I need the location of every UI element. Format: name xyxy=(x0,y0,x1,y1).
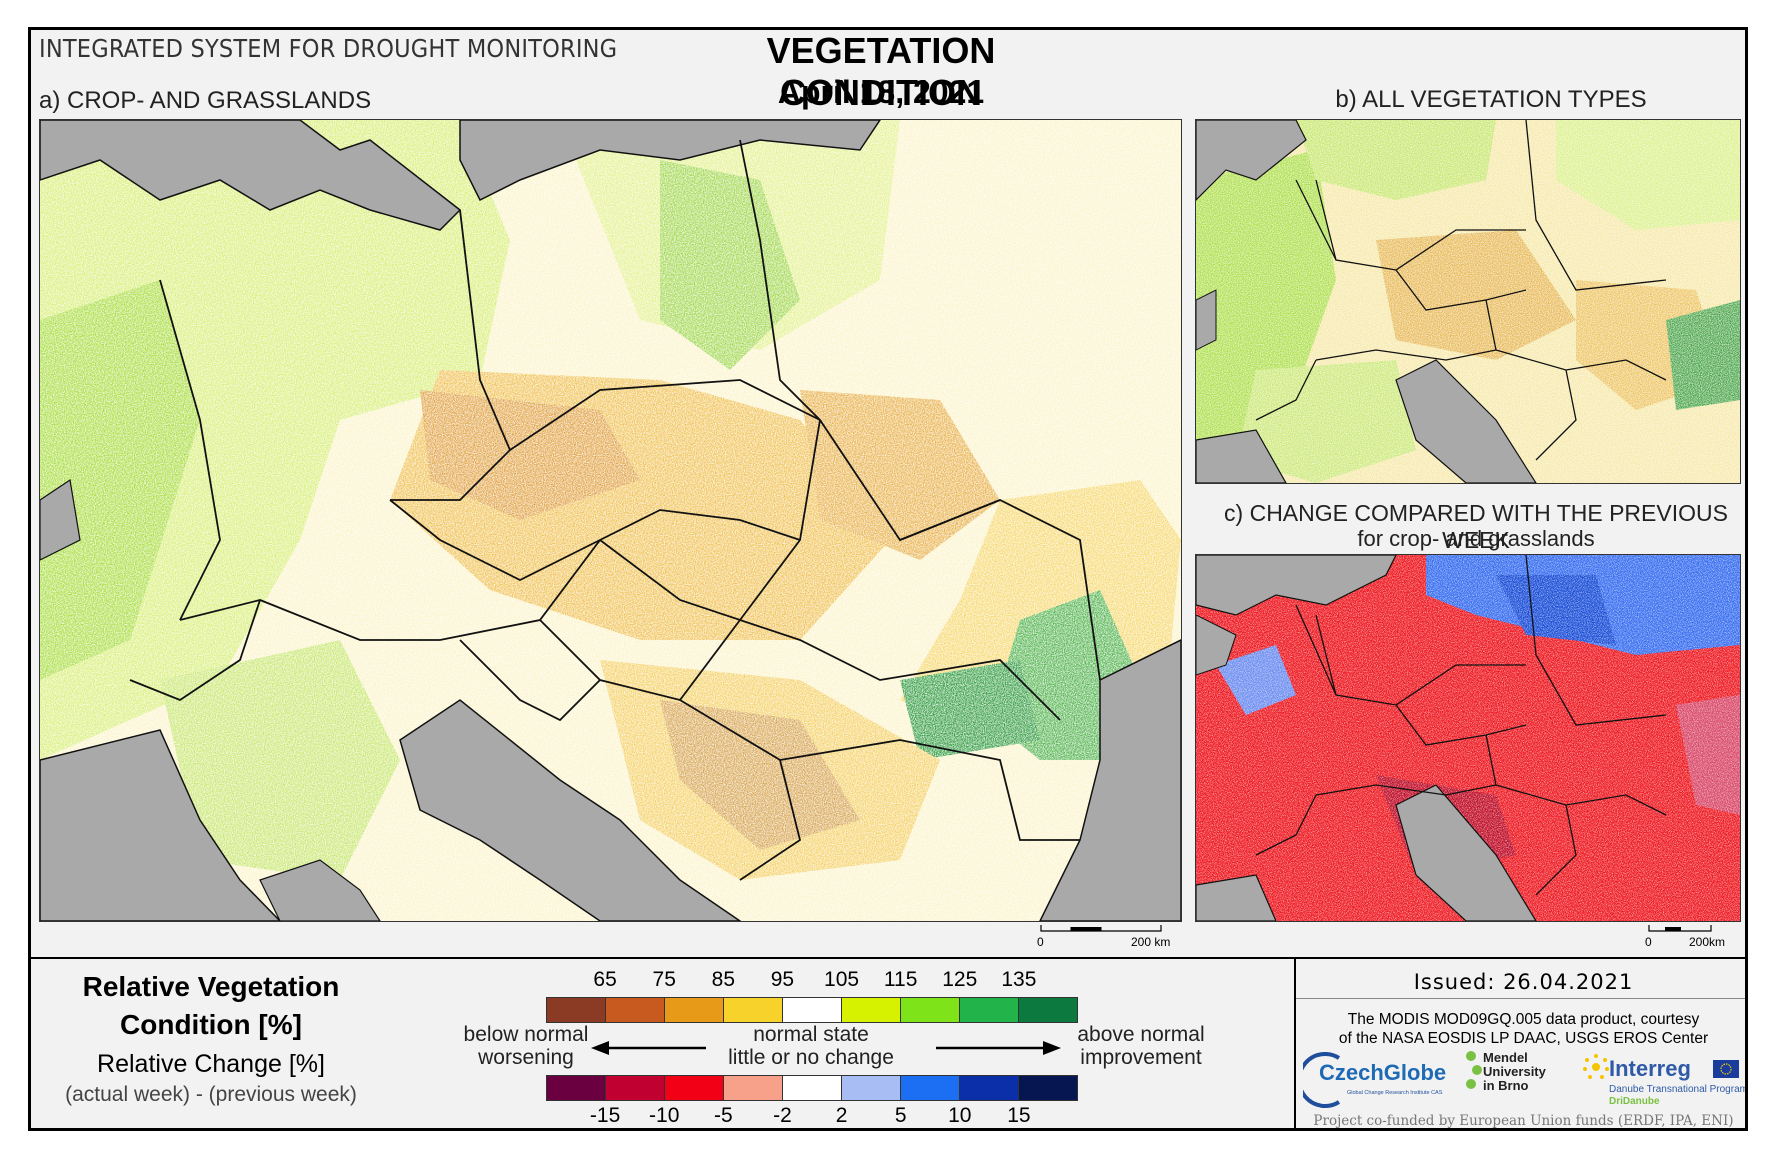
mendel-line-1: Mendel xyxy=(1483,1050,1528,1065)
dridanube-label: DriDanube xyxy=(1609,1096,1660,1107)
rvc-tick-label: 65 xyxy=(593,968,617,991)
interreg-subtitle: Danube Transnational Programme xyxy=(1609,1084,1748,1095)
partner-logos: CzechGlobe Global Change Research Instit… xyxy=(1303,1050,1745,1112)
scale-bar-b: 0 200km xyxy=(1641,923,1741,958)
legend-below-text: below normal worsening xyxy=(441,1023,611,1069)
legend-normal-text: normal state little or no change xyxy=(711,1023,911,1069)
legend-above-line2: improvement xyxy=(1080,1046,1202,1069)
legend-rvc-ticks: 65 75 85 95 105 115 125 135 xyxy=(546,968,1078,994)
issued-divider xyxy=(1296,998,1745,999)
rvc-tick-label: 75 xyxy=(652,968,676,991)
left-arrow-icon xyxy=(591,1041,706,1055)
legend-arrows xyxy=(591,1041,1061,1055)
rc-swatch xyxy=(724,1076,783,1100)
rvc-swatch xyxy=(724,998,783,1022)
panel-a-label: a) CROP- AND GRASSLANDS xyxy=(39,87,372,114)
legend-rvc-colorbar xyxy=(546,997,1078,1023)
rvc-tick-label: 135 xyxy=(1001,968,1037,991)
rc-swatch xyxy=(547,1076,606,1100)
legend-normal-line1: normal state xyxy=(753,1023,869,1046)
rvc-swatch xyxy=(606,998,665,1022)
page-date: April 18, 2021 xyxy=(777,74,985,110)
rc-tick-label: 5 xyxy=(894,1104,907,1127)
legend-below-line2: worsening xyxy=(478,1046,574,1069)
rc-tick-label: 10 xyxy=(948,1104,972,1127)
czechglobe-wordmark: CzechGlobe xyxy=(1319,1060,1447,1085)
rvc-swatch xyxy=(960,998,1019,1022)
czechglobe-logo: CzechGlobe Global Change Research Instit… xyxy=(1303,1050,1463,1110)
rvc-tick-label: 95 xyxy=(770,968,795,991)
scale-label-a: 200 km xyxy=(1131,935,1171,949)
mendel-wordmark: Mendel University in Brno xyxy=(1483,1051,1546,1093)
rc-tick-label: -2 xyxy=(773,1104,792,1127)
rc-tick-label: 15 xyxy=(1007,1104,1031,1127)
legend-rc-title: Relative Change [%] xyxy=(97,1050,325,1078)
rc-tick-label: 2 xyxy=(835,1104,848,1127)
rc-tick-label: -10 xyxy=(649,1104,680,1127)
panel-c-label: c) CHANGE COMPARED WITH THE PREVIOUS WEE… xyxy=(1224,500,1728,553)
rc-swatch xyxy=(842,1076,901,1100)
credit-line-2: of the NASA EOSDIS LP DAAC, USGS EROS Ce… xyxy=(1338,1030,1709,1047)
legend-above-line1: above normal xyxy=(1077,1023,1205,1046)
rc-tick-label: -15 xyxy=(589,1104,621,1127)
eu-flag-icon xyxy=(1713,1060,1739,1078)
map-crop-grasslands[interactable] xyxy=(39,119,1182,922)
rc-swatch xyxy=(665,1076,724,1100)
rvc-swatch xyxy=(665,998,724,1022)
legend-rc-colorbar xyxy=(546,1075,1078,1101)
legend-above-text: above normal improvement xyxy=(1051,1023,1231,1069)
interreg-sun-icon xyxy=(1583,1054,1609,1079)
footer-divider xyxy=(1294,959,1296,1128)
scale-label-b: 200km xyxy=(1689,935,1726,949)
legend-rc-ticks: -15 -10 -5 -2 2 5 10 15 xyxy=(546,1104,1078,1128)
rvc-swatch xyxy=(901,998,960,1022)
rvc-tick-label: 125 xyxy=(942,968,978,991)
map-weekly-change[interactable] xyxy=(1195,554,1741,922)
issued-date: Issued: 26.04.2021 xyxy=(1413,970,1634,994)
mendel-line-3: in Brno xyxy=(1483,1078,1529,1093)
czechglobe-arc-icon xyxy=(1303,1052,1341,1108)
mendel-dots-icon xyxy=(1466,1051,1482,1089)
rc-swatch xyxy=(783,1076,842,1100)
rc-swatch xyxy=(960,1076,1019,1100)
scale-zero-b: 0 xyxy=(1645,935,1652,949)
rvc-tick-label: 115 xyxy=(883,968,918,991)
right-arrow-icon xyxy=(936,1041,1061,1055)
legend-below-line1: below normal xyxy=(463,1023,589,1046)
panel-b-label: b) ALL VEGETATION TYPES xyxy=(1335,86,1647,113)
rvc-tick-label: 105 xyxy=(824,968,860,991)
map-frame: INTEGRATED SYSTEM FOR DROUGHT MONITORING… xyxy=(28,27,1748,1131)
czechglobe-subtitle: Global Change Research Institute CAS xyxy=(1347,1090,1443,1096)
legend-rvc-title: Relative Vegetation Condition [%] xyxy=(82,971,340,1040)
funding-note: Project co-funded by European Union fund… xyxy=(1313,1113,1734,1129)
legend-rc-subtitle: (actual week) - (previous week) xyxy=(65,1083,357,1106)
rvc-swatch xyxy=(547,998,606,1022)
legend-normal-line2: little or no change xyxy=(728,1046,894,1069)
panel-c-sublabel: for crop- and grasslands xyxy=(1357,526,1595,551)
rc-swatch xyxy=(606,1076,665,1100)
interreg-wordmark: Interreg xyxy=(1609,1056,1691,1081)
mendel-logo: Mendel University in Brno xyxy=(1465,1050,1565,1110)
legend-divider xyxy=(31,957,1745,959)
rvc-swatch xyxy=(842,998,901,1022)
rc-tick-label: -5 xyxy=(713,1104,733,1127)
rc-swatch xyxy=(1019,1076,1077,1100)
credit-line-1: The MODIS MOD09GQ.005 data product, cour… xyxy=(1347,1011,1700,1028)
scale-zero-a: 0 xyxy=(1037,935,1044,949)
scale-bar-a: 0 200 km xyxy=(1031,923,1181,958)
map-all-vegetation[interactable] xyxy=(1195,119,1741,484)
mendel-line-2: University xyxy=(1483,1064,1546,1079)
data-credit: The MODIS MOD09GQ.005 data product, cour… xyxy=(1296,1010,1745,1048)
rc-swatch xyxy=(901,1076,960,1100)
rvc-swatch xyxy=(783,998,842,1022)
rvc-tick-label: 85 xyxy=(711,968,735,991)
rvc-swatch xyxy=(1019,998,1077,1022)
interreg-logo: Interreg Danube Transnational Programme … xyxy=(1581,1050,1745,1110)
page-title: VEGETATION CONDITION xyxy=(766,30,996,113)
system-title: INTEGRATED SYSTEM FOR DROUGHT MONITORING xyxy=(39,34,618,63)
